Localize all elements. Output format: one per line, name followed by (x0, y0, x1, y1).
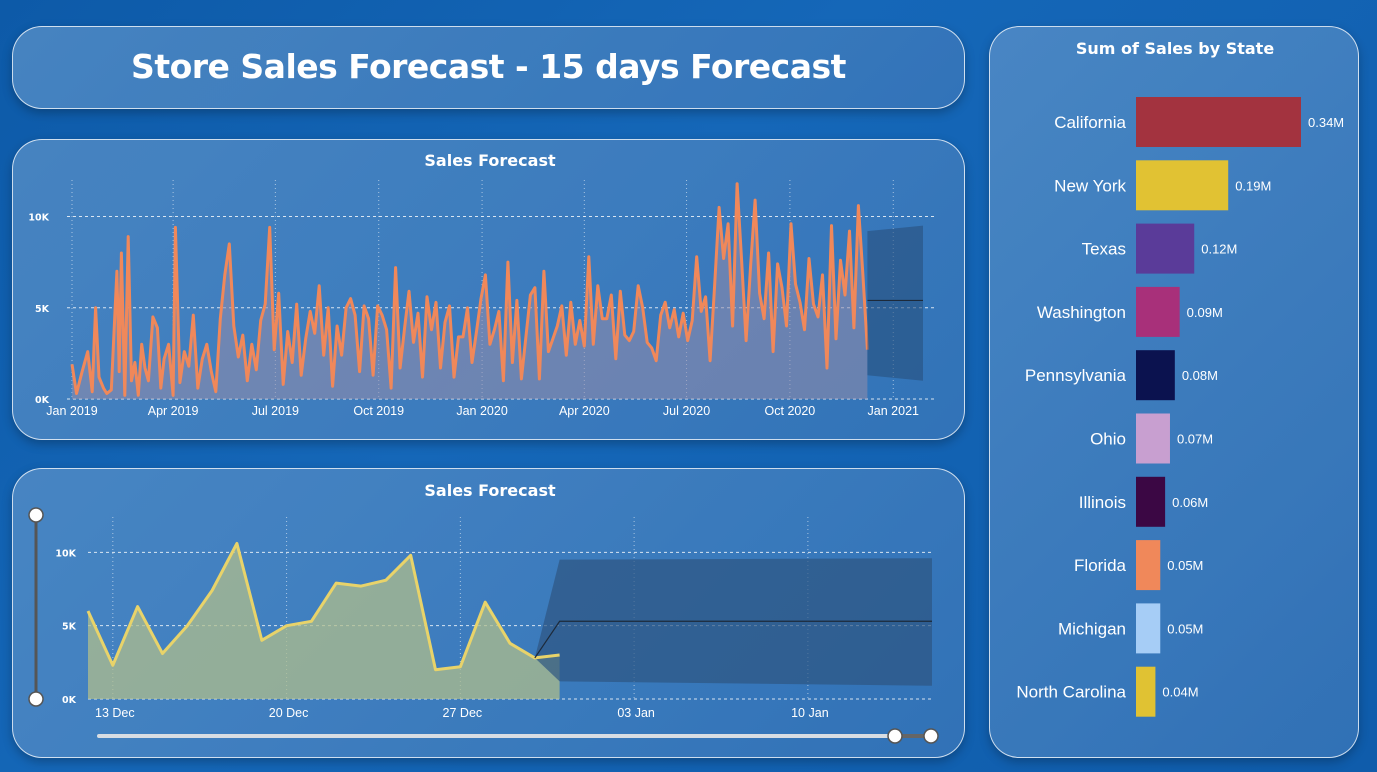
y-tick-label: 0K (35, 395, 50, 406)
sales-forecast-zoom-chart[interactable]: Sales Forecast 13 Dec 20 Dec 27 Dec 03 Jan 10… (13, 469, 966, 759)
x-tick-label: 20 Dec (269, 706, 309, 720)
forecast-band (534, 558, 932, 686)
x-tick-label: Apr 2019 (148, 404, 199, 418)
state-label: Florida (1074, 556, 1127, 575)
x-tick-label: Jan 2020 (456, 404, 507, 418)
y-tick-label: 10K (55, 548, 76, 559)
bar-value-label: 0.06M (1172, 495, 1208, 510)
bar-value-label: 0.04M (1162, 685, 1198, 700)
forecast-band (867, 225, 923, 381)
state-bar (1136, 603, 1161, 654)
state-bar (1136, 350, 1175, 401)
y-tick-label: 10K (28, 213, 49, 224)
bar-value-label: 0.05M (1167, 621, 1203, 636)
horizontal-slider-handle-left[interactable] (887, 728, 903, 744)
page-title: Store Sales Forecast - 15 days Forecast (131, 47, 846, 86)
x-tick-label: Jan 2019 (46, 404, 97, 418)
horizontal-slider-handle-right[interactable] (923, 728, 939, 744)
state-bar (1136, 666, 1156, 717)
state-bar (1136, 97, 1301, 147)
series-area (72, 183, 868, 399)
x-tick-label: Jul 2020 (663, 404, 710, 418)
y-tick-label: 5K (62, 622, 77, 633)
vertical-slider-handle-top[interactable] (28, 507, 44, 523)
forecast-line (534, 620, 932, 659)
state-label: New York (1054, 176, 1126, 195)
state-bar (1136, 476, 1166, 527)
chart-title: Sales Forecast (424, 151, 556, 170)
x-tick-label: Jan 2021 (868, 404, 919, 418)
bar-value-label: 0.07M (1177, 432, 1213, 447)
bar-value-label: 0.12M (1201, 242, 1237, 257)
state-bar (1136, 286, 1180, 337)
state-label: Ohio (1090, 430, 1126, 449)
title-panel: Store Sales Forecast - 15 days Forecast (12, 26, 965, 109)
state-label: Washington (1037, 303, 1126, 322)
state-label: North Carolina (1016, 683, 1126, 702)
x-tick-label: 03 Jan (617, 706, 655, 720)
bar-value-label: 0.09M (1187, 305, 1223, 320)
state-label: Illinois (1079, 493, 1126, 512)
bar-value-label: 0.19M (1235, 178, 1271, 193)
x-tick-label: Oct 2020 (765, 404, 816, 418)
bar-value-label: 0.08M (1182, 368, 1218, 383)
sales-forecast-chart-panel: Sales Forecast Jan 2019 Apr 2019 Jul 2019 Oc… (12, 139, 965, 440)
y-tick-label: 5K (35, 304, 50, 315)
state-bar (1136, 160, 1229, 211)
state-bar (1136, 413, 1170, 464)
chart-title: Sales Forecast (424, 481, 556, 500)
state-bar (1136, 540, 1161, 591)
x-tick-label: 10 Jan (791, 706, 829, 720)
sales-by-state-chart[interactable]: Sum of Sales by State California 0.34M New … (990, 27, 1360, 759)
bar-value-label: 0.34M (1308, 115, 1344, 130)
vertical-slider-handle-bottom[interactable] (28, 691, 44, 707)
state-bar (1136, 223, 1195, 274)
sales-by-state-panel: Sum of Sales by State California 0.34M New … (989, 26, 1359, 758)
sales-forecast-zoom-panel: Sales Forecast 13 Dec 20 Dec 27 Dec 03 Jan 10… (12, 468, 965, 758)
x-tick-label: 27 Dec (443, 706, 483, 720)
x-tick-label: Jul 2019 (252, 404, 299, 418)
state-label: Texas (1082, 240, 1126, 259)
x-tick-label: Apr 2020 (559, 404, 610, 418)
x-tick-label: 13 Dec (95, 706, 135, 720)
state-label: California (1054, 113, 1126, 132)
bar-value-label: 0.05M (1167, 558, 1203, 573)
state-label: Pennsylvania (1025, 366, 1127, 385)
x-tick-label: Oct 2019 (353, 404, 404, 418)
series-line (86, 542, 560, 672)
series-area (88, 543, 560, 699)
series-line (70, 182, 869, 397)
sales-forecast-chart[interactable]: Sales Forecast Jan 2019 Apr 2019 Jul 2019 Oc… (13, 140, 966, 441)
chart-title: Sum of Sales by State (1076, 39, 1275, 58)
y-tick-label: 0K (62, 695, 77, 706)
state-label: Michigan (1058, 619, 1126, 638)
